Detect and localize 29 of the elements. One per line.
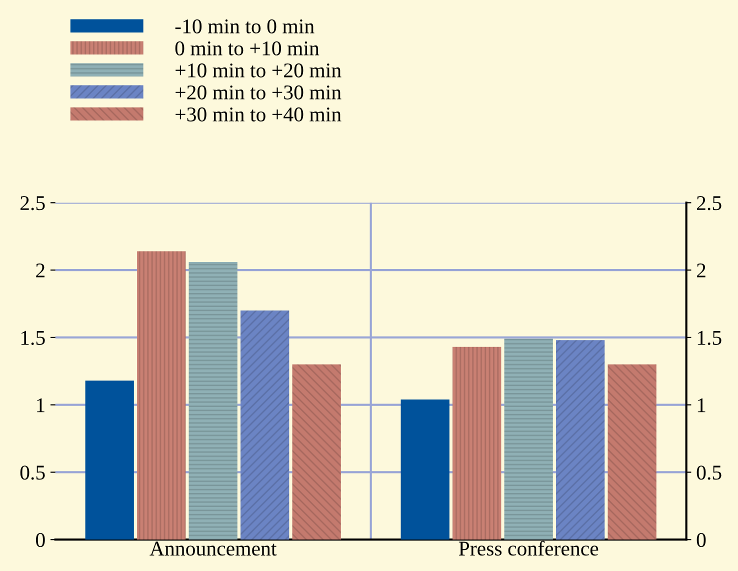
y2-tick-label: 1 [698,398,706,412]
y-tick-label: 1.5 [21,330,45,345]
bar [608,364,656,540]
legend-label: +30 min to +40 min [176,107,342,122]
legend-label: -10 min to 0 min [175,19,314,34]
bar [292,364,341,540]
bar [137,251,186,540]
legend-label: +10 min to +20 min [176,63,342,78]
bar [556,340,605,540]
y-tick-label: 2 [36,264,44,278]
bar [504,338,553,540]
bar [240,310,290,540]
bar [400,399,450,540]
bar [452,346,502,540]
bar [85,380,134,540]
y-tick-label: 0 [36,532,45,548]
y-tick-label: 2.5 [20,196,45,210]
y2-tick-label: 2.5 [696,196,722,210]
bar [188,262,238,540]
x-tick-label: Press conference [458,540,598,556]
y2-tick-label: 1.5 [698,330,722,345]
y2-tick-label: 0.5 [696,466,722,480]
legend-label: 0 min to +10 min [175,41,320,56]
x-tick-label: Announcement [150,542,277,556]
legend-label: +20 min to +30 min [176,85,342,100]
y-tick-label: 0.5 [20,466,45,480]
y2-tick-label: 2 [696,264,706,278]
y-tick-label: 1 [37,398,44,412]
y2-tick-label: 0 [696,532,706,548]
